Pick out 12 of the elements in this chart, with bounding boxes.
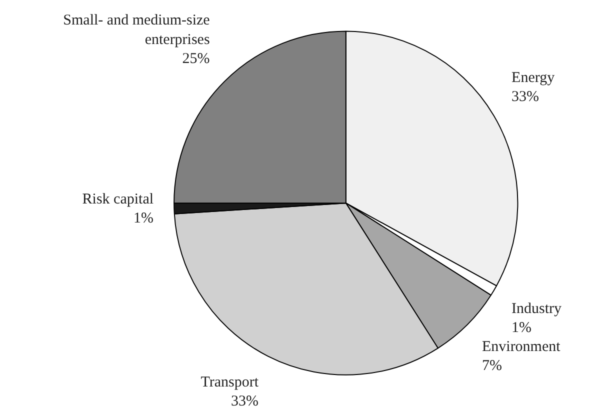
data-label: 25%: [182, 51, 210, 68]
data-label: 33%: [512, 89, 540, 106]
data-label: 1%: [134, 210, 154, 227]
slice-label: Transport: [200, 374, 260, 390]
slice-label: Energy: [512, 70, 556, 86]
data-label: 7%: [482, 358, 502, 374]
slice-label: Small- and medium-size enterprises: [63, 12, 210, 48]
slice-label: Risk capital: [82, 192, 154, 208]
slice-label: Environment: [482, 339, 562, 356]
data-label: 1%: [512, 320, 532, 336]
slice-label: Industry: [512, 300, 562, 317]
data-label: 33%: [231, 394, 259, 410]
